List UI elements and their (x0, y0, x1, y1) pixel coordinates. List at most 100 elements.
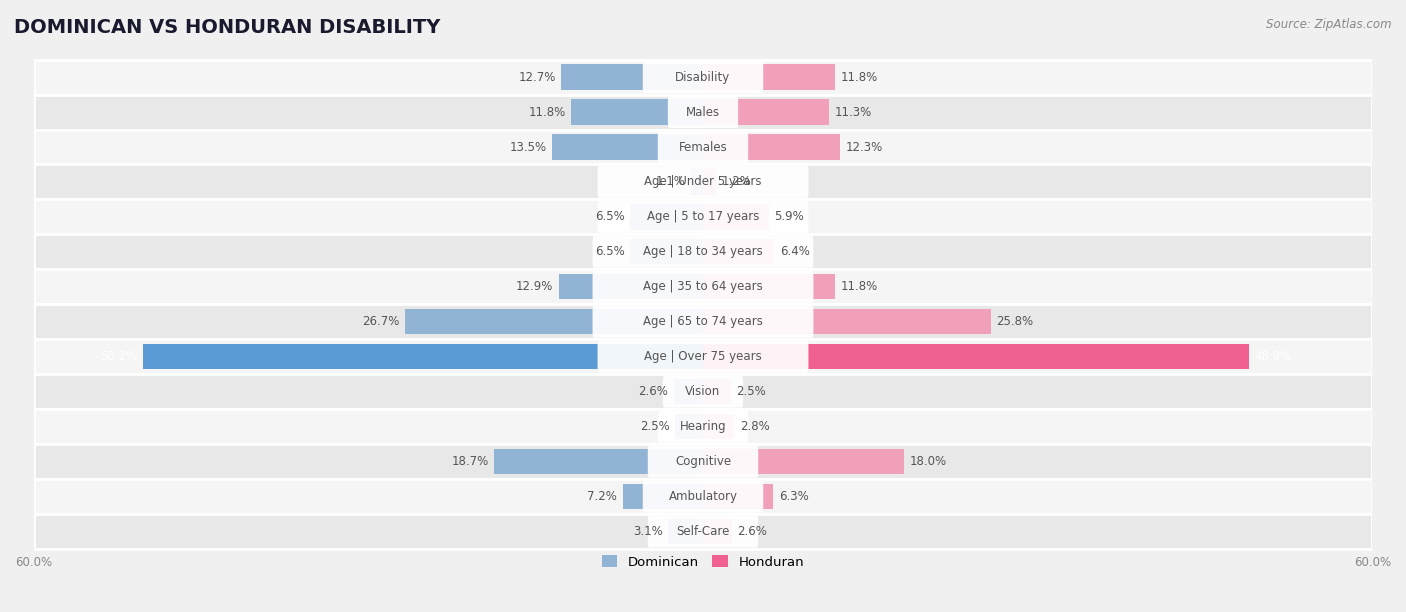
Bar (703, 519, 733, 544)
Bar (143, 344, 703, 370)
Text: Cognitive: Cognitive (675, 455, 731, 468)
FancyBboxPatch shape (598, 201, 808, 233)
Bar (495, 449, 703, 474)
Text: 2.8%: 2.8% (740, 420, 769, 433)
Text: Hearing: Hearing (679, 420, 727, 433)
Bar (34, 304, 1372, 339)
FancyBboxPatch shape (658, 411, 748, 442)
Bar (34, 339, 1372, 375)
Text: 48.9%: 48.9% (1254, 350, 1292, 364)
Text: Females: Females (679, 141, 727, 154)
FancyBboxPatch shape (643, 61, 763, 93)
Text: 11.3%: 11.3% (835, 105, 872, 119)
Bar (703, 484, 773, 509)
Text: 18.7%: 18.7% (451, 455, 489, 468)
Text: 5.9%: 5.9% (775, 211, 804, 223)
Bar (675, 414, 703, 439)
Bar (623, 484, 703, 509)
Text: 25.8%: 25.8% (997, 315, 1033, 328)
Bar (34, 409, 1372, 444)
Bar (630, 204, 703, 230)
Bar (34, 269, 1372, 304)
Text: 12.9%: 12.9% (516, 280, 554, 293)
Bar (668, 519, 703, 544)
Text: DOMINICAN VS HONDURAN DISABILITY: DOMINICAN VS HONDURAN DISABILITY (14, 18, 440, 37)
Bar (703, 274, 835, 299)
Text: Ambulatory: Ambulatory (668, 490, 738, 503)
Bar (34, 479, 1372, 514)
Text: Males: Males (686, 105, 720, 119)
FancyBboxPatch shape (662, 376, 744, 408)
FancyBboxPatch shape (592, 306, 814, 338)
Text: Age | Under 5 years: Age | Under 5 years (644, 176, 762, 188)
Text: 6.4%: 6.4% (780, 245, 810, 258)
Bar (703, 99, 830, 125)
Text: Age | 65 to 74 years: Age | 65 to 74 years (643, 315, 763, 328)
FancyBboxPatch shape (648, 516, 758, 548)
Text: 7.2%: 7.2% (588, 490, 617, 503)
Text: Age | 18 to 34 years: Age | 18 to 34 years (643, 245, 763, 258)
Legend: Dominican, Honduran: Dominican, Honduran (596, 550, 810, 574)
Text: Self-Care: Self-Care (676, 525, 730, 538)
Bar (34, 444, 1372, 479)
Bar (703, 204, 769, 230)
Bar (34, 514, 1372, 549)
Bar (34, 165, 1372, 200)
Bar (673, 379, 703, 405)
Text: Age | 5 to 17 years: Age | 5 to 17 years (647, 211, 759, 223)
Text: 3.1%: 3.1% (633, 525, 662, 538)
FancyBboxPatch shape (598, 341, 808, 373)
Text: 11.8%: 11.8% (841, 280, 877, 293)
Bar (34, 234, 1372, 269)
Bar (34, 130, 1372, 165)
Bar (630, 239, 703, 264)
Bar (34, 200, 1372, 234)
Text: 6.5%: 6.5% (595, 245, 624, 258)
Bar (690, 170, 703, 195)
Bar (34, 375, 1372, 409)
FancyBboxPatch shape (598, 166, 808, 198)
Text: 12.7%: 12.7% (519, 70, 555, 84)
Text: Disability: Disability (675, 70, 731, 84)
Text: Age | 35 to 64 years: Age | 35 to 64 years (643, 280, 763, 293)
FancyBboxPatch shape (668, 96, 738, 128)
FancyBboxPatch shape (592, 236, 814, 268)
Bar (560, 274, 703, 299)
Text: Source: ZipAtlas.com: Source: ZipAtlas.com (1267, 18, 1392, 31)
Bar (561, 64, 703, 89)
Text: 1.1%: 1.1% (655, 176, 685, 188)
Bar (34, 94, 1372, 130)
Text: Age | Over 75 years: Age | Over 75 years (644, 350, 762, 364)
FancyBboxPatch shape (592, 271, 814, 303)
Text: 11.8%: 11.8% (841, 70, 877, 84)
Bar (405, 309, 703, 334)
Text: 12.3%: 12.3% (846, 141, 883, 154)
Bar (703, 344, 1249, 370)
Bar (703, 170, 717, 195)
Bar (703, 64, 835, 89)
Bar (703, 239, 775, 264)
Text: 2.5%: 2.5% (640, 420, 669, 433)
Text: Vision: Vision (685, 385, 721, 398)
Text: 2.6%: 2.6% (738, 525, 768, 538)
Text: 13.5%: 13.5% (509, 141, 547, 154)
Text: 6.5%: 6.5% (595, 211, 624, 223)
Bar (703, 414, 734, 439)
Bar (34, 59, 1372, 94)
Text: 26.7%: 26.7% (363, 315, 399, 328)
Text: 2.6%: 2.6% (638, 385, 668, 398)
Text: 11.8%: 11.8% (529, 105, 565, 119)
Bar (703, 309, 991, 334)
Bar (703, 379, 731, 405)
FancyBboxPatch shape (658, 131, 748, 163)
Bar (703, 449, 904, 474)
Bar (553, 135, 703, 160)
FancyBboxPatch shape (643, 480, 763, 513)
Text: 1.2%: 1.2% (721, 176, 752, 188)
FancyBboxPatch shape (648, 446, 758, 477)
Text: 18.0%: 18.0% (910, 455, 946, 468)
Text: 50.2%: 50.2% (100, 350, 138, 364)
Text: 6.3%: 6.3% (779, 490, 808, 503)
Bar (571, 99, 703, 125)
Text: 2.5%: 2.5% (737, 385, 766, 398)
